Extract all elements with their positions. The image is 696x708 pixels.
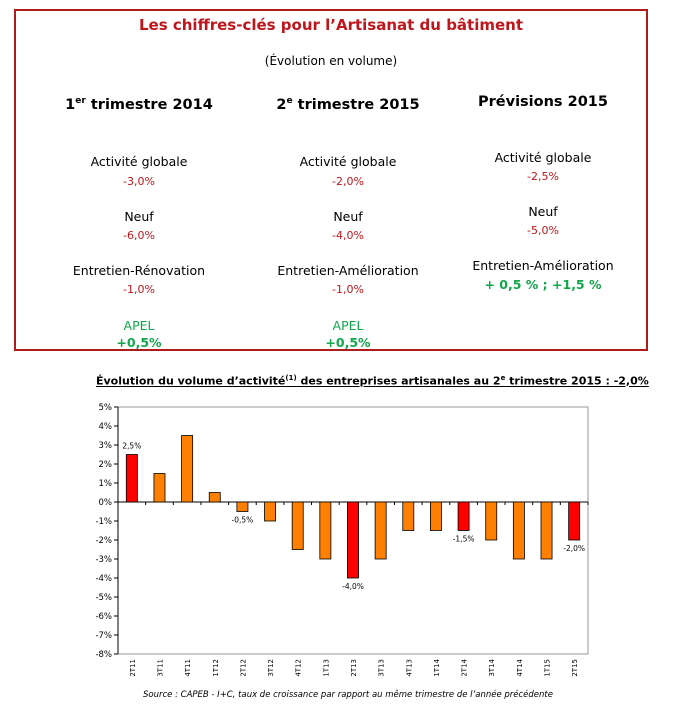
data-label: 2,5% (122, 442, 141, 451)
bar-4T13 (402, 501, 415, 531)
category-label: 1T12 (212, 659, 220, 677)
bar-3T13 (374, 501, 387, 560)
bar-2T15 (568, 501, 581, 541)
bar-2T11 (125, 454, 138, 503)
item-label: Activité globale (90, 154, 188, 169)
category-label: 4T13 (405, 659, 413, 677)
source-note: Source : CAPEB - I+C, taux de croissance… (142, 690, 553, 700)
category-label: 3T11 (156, 659, 164, 677)
y-tick-label: -8% (95, 650, 112, 660)
bar-4T14 (512, 501, 525, 560)
item-value: -6,0% (123, 229, 155, 242)
category-label: 1T15 (544, 659, 552, 677)
item-label: Neuf (528, 204, 558, 219)
item-label: Activité globale (494, 150, 592, 165)
item-value: -2,0% (332, 175, 364, 188)
bar-1T15 (540, 501, 553, 560)
category-label: 4T11 (184, 659, 192, 677)
item-label: Entretien-Amélioration (277, 263, 419, 278)
bar-3T11 (153, 473, 166, 503)
category-label: 3T14 (488, 658, 496, 676)
bar-2T13 (347, 501, 359, 579)
key-figures-panel: Les chiffres-clés pour l’Artisanat du bâ… (14, 9, 648, 351)
category-label: 2T11 (129, 659, 137, 677)
item-value: -5,0% (527, 224, 559, 237)
item-label: Entretien-Rénovation (72, 263, 206, 278)
item-value: -2,5% (527, 170, 559, 183)
category-label: 1T14 (433, 658, 441, 676)
bar-2T14 (457, 501, 470, 531)
category-label: 1T13 (322, 659, 330, 677)
category-label: 2T14 (461, 658, 469, 676)
bar-4T11 (181, 435, 194, 503)
item-label: APEL (332, 318, 364, 333)
bar-2T12 (236, 501, 249, 512)
category-label: 3T12 (267, 659, 275, 677)
category-label: 2T15 (571, 659, 579, 677)
y-tick-label: -3% (95, 555, 112, 565)
y-tick-label: -2% (95, 536, 112, 546)
item-value: -3,0% (123, 175, 155, 188)
y-tick-label: 2% (99, 460, 113, 470)
column-heading: 1er trimestre 2014 (65, 96, 213, 113)
item-value: +0,5% (116, 335, 162, 350)
y-tick-label: -4% (95, 574, 112, 584)
item-label: Neuf (333, 209, 363, 224)
panel-subtitle: (Évolution en volume) (264, 54, 398, 68)
y-tick-label: -5% (95, 593, 112, 603)
item-label: APEL (123, 318, 155, 333)
data-label: -4,0% (342, 582, 364, 591)
y-tick-label: 5% (99, 403, 113, 413)
item-value: -4,0% (332, 229, 364, 242)
category-label: 2T13 (350, 659, 358, 677)
bar-3T12 (264, 501, 276, 522)
item-value: -1,0% (123, 283, 155, 296)
data-label: -1,5% (453, 535, 475, 544)
category-label: 4T12 (295, 659, 303, 677)
bar-1T12 (208, 492, 221, 503)
item-label: Activité globale (299, 154, 397, 169)
panel-title: Les chiffres-clés pour l’Artisanat du bâ… (138, 16, 524, 34)
category-label: 4T14 (516, 658, 524, 676)
y-tick-label: -7% (95, 631, 112, 641)
chart-title: Évolution du volume d’activité(1) des en… (96, 374, 649, 388)
item-value: -1,0% (332, 283, 364, 296)
item-value: +0,5% (325, 335, 371, 350)
y-tick-label: 3% (99, 441, 113, 451)
item-value: + 0,5 % ; +1,5 % (484, 277, 602, 292)
y-tick-label: -6% (95, 612, 112, 622)
y-tick-label: 4% (99, 422, 113, 432)
column-heading: 2e trimestre 2015 (276, 96, 420, 113)
category-label: 2T12 (239, 659, 247, 677)
item-label: Neuf (124, 209, 154, 224)
y-tick-label: 0% (99, 498, 113, 508)
bar-4T12 (291, 501, 304, 550)
bar-3T14 (485, 501, 498, 541)
y-tick-label: 1% (99, 479, 113, 489)
data-label: -0,5% (232, 516, 254, 525)
item-label: Entretien-Amélioration (472, 258, 614, 273)
bar-1T14 (430, 501, 442, 531)
y-tick-label: -1% (95, 517, 112, 527)
bar-1T13 (319, 501, 332, 560)
data-label: -2,0% (563, 544, 585, 553)
column-heading: Prévisions 2015 (478, 93, 608, 110)
category-label: 3T13 (378, 659, 386, 677)
